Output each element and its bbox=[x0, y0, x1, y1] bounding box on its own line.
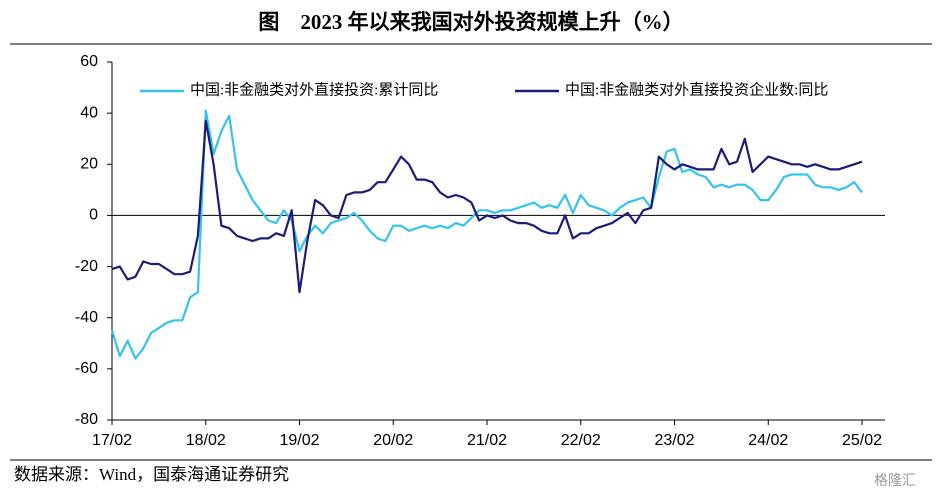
x-tick-label: 18/02 bbox=[186, 432, 226, 449]
source: 数据来源：Wind，国泰海通证券研究 bbox=[14, 465, 289, 484]
chart-title: 图 2023 年以来我国对外投资规模上升（%） bbox=[258, 10, 683, 34]
legend-label: 中国:非金融类对外直接投资:累计同比 bbox=[190, 81, 438, 98]
y-tick-label: -80 bbox=[75, 411, 98, 428]
x-tick-label: 22/02 bbox=[561, 432, 601, 449]
y-tick-label: -40 bbox=[75, 309, 98, 326]
x-tick-label: 25/02 bbox=[842, 432, 882, 449]
x-tick-label: 23/02 bbox=[654, 432, 694, 449]
y-tick-label: -60 bbox=[75, 360, 98, 377]
watermark: 格隆汇 bbox=[874, 473, 916, 489]
x-tick-label: 20/02 bbox=[373, 432, 413, 449]
y-tick-label: 20 bbox=[80, 156, 98, 173]
x-tick-label: 19/02 bbox=[279, 432, 319, 449]
y-tick-label: 40 bbox=[80, 104, 98, 121]
series-line bbox=[110, 109, 863, 360]
series-line bbox=[111, 119, 863, 294]
y-tick-label: -20 bbox=[75, 258, 98, 275]
x-tick-label: 21/02 bbox=[467, 432, 507, 449]
x-tick-label: 24/02 bbox=[748, 432, 788, 449]
y-tick-label: 0 bbox=[89, 207, 98, 224]
x-tick-label: 17/02 bbox=[92, 432, 132, 449]
legend-label: 中国:非金融类对外直接投资企业数:同比 bbox=[565, 80, 828, 98]
y-tick-label: 60 bbox=[80, 53, 98, 70]
